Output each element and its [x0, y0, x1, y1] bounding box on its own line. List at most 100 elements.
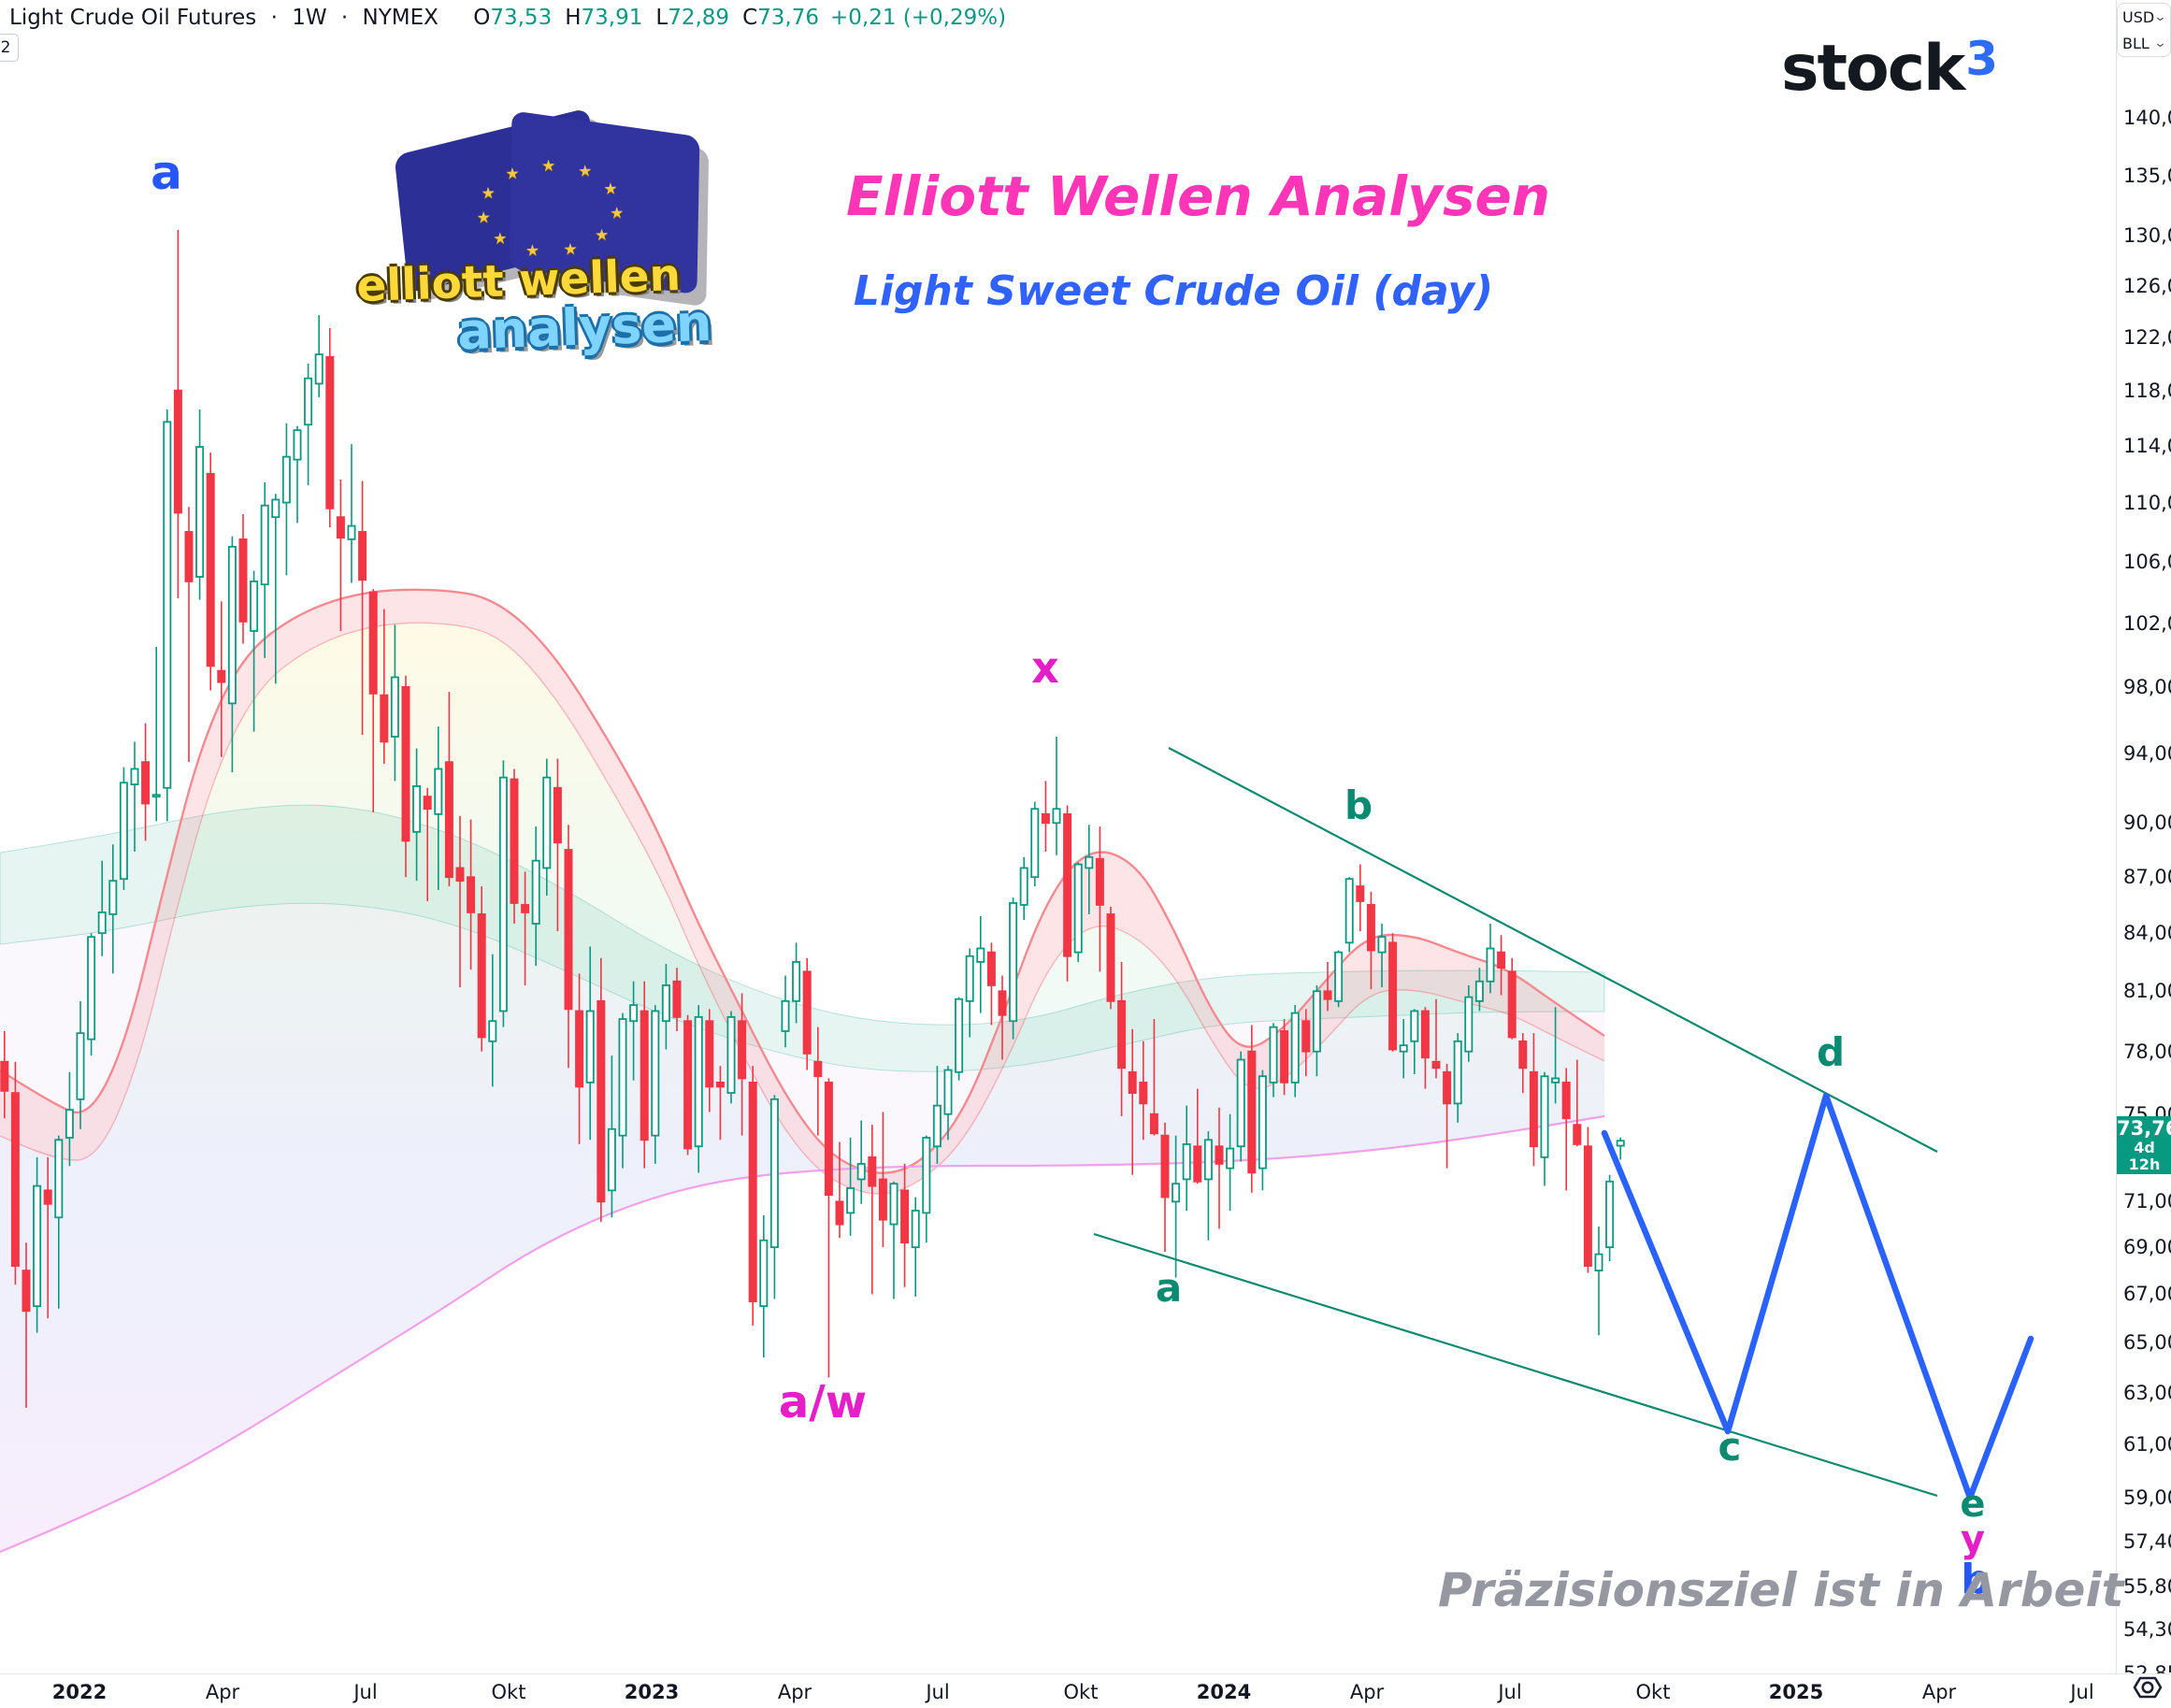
wave-label-b[interactable]: b [1961, 1556, 1991, 1603]
wave-label-b[interactable]: b [1344, 782, 1373, 828]
ohlc-value: 73,91 [581, 6, 643, 30]
candle [1486, 924, 1495, 994]
wave-label-a-w[interactable]: a/w [779, 1376, 867, 1428]
candle [1616, 1137, 1625, 1160]
candle [1269, 1023, 1278, 1098]
price-axis-label: 140,00 [2123, 106, 2171, 129]
time-axis-label: Apr [777, 1681, 812, 1703]
time-axis-label: Jul [353, 1681, 378, 1703]
candle [542, 758, 552, 896]
candle [488, 954, 497, 1087]
star-icon: ★ [577, 162, 593, 182]
wave-label-y[interactable]: y [1961, 1518, 1985, 1561]
candle [1073, 862, 1083, 962]
candle [759, 1214, 769, 1357]
candle [1323, 961, 1332, 1012]
time-axis[interactable]: 2022 Apr Jul Okt 2023 Apr Jul Okt 2024 Apr Jul Okt 2… [0, 1673, 2171, 1708]
candle [694, 1005, 703, 1173]
ohlc-key: H [565, 6, 582, 30]
candle [1551, 1007, 1560, 1104]
candle [1420, 1007, 1430, 1089]
candle [1258, 1069, 1267, 1191]
trendline[interactable] [1093, 1232, 1938, 1498]
candle [1583, 1127, 1592, 1273]
price-axis-label: 54,30 [2123, 1618, 2171, 1642]
currency-dropdown[interactable]: USD ⌄ [2118, 4, 2170, 30]
wave-label-x[interactable]: x [1031, 642, 1059, 693]
candle [184, 507, 194, 763]
wave-label-a[interactable]: a [1156, 1265, 1182, 1311]
unit-dropdown[interactable]: BLL ⌄ [2118, 30, 2170, 56]
candle [911, 1197, 920, 1297]
wave-label-a[interactable]: a [151, 146, 182, 200]
candle [955, 997, 964, 1081]
ohlc-values: O73,53 H73,91 L72,89 C73,76 +0,21 (+0,29%) [460, 6, 1006, 30]
wave-label-d[interactable]: d [1817, 1029, 1845, 1075]
candle [325, 327, 335, 528]
price-axis-label: 110,00 [2123, 491, 2171, 514]
price-axis[interactable]: 140,00 135,00 130,00 126,00 122,00 118,00 114,… [2116, 0, 2171, 1685]
candlestick-series [0, 229, 1625, 1408]
candle [1474, 968, 1484, 1012]
time-axis-label: Okt [1063, 1681, 1099, 1703]
candle [1106, 906, 1115, 1010]
candle [607, 1055, 616, 1218]
candle [1529, 1033, 1538, 1167]
candle [498, 760, 508, 1027]
gear-hexagon-icon[interactable] [2128, 1672, 2167, 1705]
candle [1399, 1019, 1408, 1079]
candle [227, 536, 237, 773]
candle [1540, 1071, 1549, 1186]
candle [1052, 736, 1061, 855]
candle [1030, 801, 1040, 887]
candle [65, 1071, 74, 1167]
separator-dot: · [270, 6, 278, 30]
price-axis-label: 114,00 [2123, 434, 2171, 457]
candle [629, 981, 639, 1081]
candle [521, 871, 530, 985]
candle [87, 933, 96, 1056]
candle [358, 481, 367, 736]
candle [1160, 1122, 1170, 1253]
time-axis-label: 2022 [51, 1681, 108, 1703]
time-axis-label: 2025 [1768, 1681, 1824, 1703]
symbol-title: Light Crude Oil Futures [9, 6, 257, 30]
candle [271, 494, 280, 684]
candle [792, 942, 801, 1024]
projection-line[interactable] [1601, 1092, 2034, 1501]
candle [1128, 1028, 1137, 1175]
price-axis-label: 55,80 [2123, 1574, 2171, 1598]
price-axis-label: 118,00 [2123, 379, 2171, 402]
candle [846, 1137, 855, 1236]
wave-label-c[interactable]: c [1718, 1424, 1742, 1470]
time-axis-label: Apr [1921, 1681, 1957, 1703]
candle [813, 1026, 823, 1136]
trendline[interactable] [1168, 747, 1938, 1153]
candle [1215, 1107, 1224, 1229]
candle [1203, 1131, 1213, 1241]
pane-count-badge[interactable]: 2 [0, 34, 19, 62]
ma-ribbon [0, 588, 1605, 1554]
candle [553, 758, 562, 932]
candle [1290, 1005, 1300, 1098]
stock3-logo-3: 3 [1965, 32, 1998, 86]
candle [1193, 1088, 1202, 1184]
price-axis-label: 57,40 [2123, 1529, 2171, 1553]
stock3-logo: stock3 [1781, 32, 1998, 106]
symbol-interval: 1W [292, 6, 327, 30]
price-axis-label: 122,00 [2123, 325, 2171, 349]
time-axis-label: Okt [1635, 1681, 1671, 1703]
separator-dot: · [340, 6, 349, 30]
candle [108, 844, 118, 974]
candle [1366, 892, 1375, 990]
candle [206, 452, 215, 691]
candle [1117, 961, 1127, 1117]
ohlc-value: 73,53 [490, 6, 553, 30]
star-icon: ★ [481, 183, 496, 204]
wave-label-e[interactable]: e [1960, 1483, 1985, 1526]
symbol-header[interactable]: Light Crude Oil Futures · 1W · NYMEX O73… [9, 6, 1006, 30]
candle [314, 315, 323, 397]
price-axis-label: 106,00 [2123, 550, 2171, 573]
